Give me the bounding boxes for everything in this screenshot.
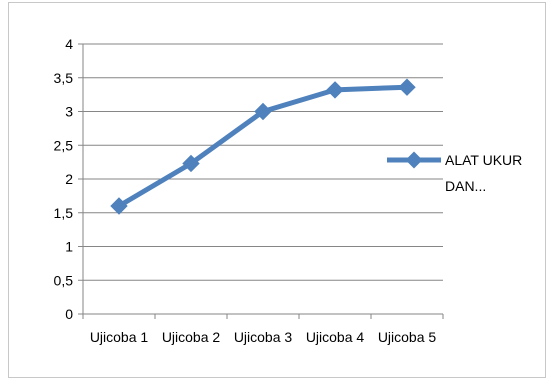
data-point-marker	[254, 102, 272, 121]
y-tick-label: 1	[65, 239, 73, 255]
data-point-marker	[326, 81, 344, 99]
y-tick-label: 3	[65, 104, 73, 120]
legend-label-line-2: DAN...	[445, 178, 486, 194]
y-tick-label: 3,5	[54, 70, 74, 86]
x-tick-label: Ujicoba 3	[234, 329, 293, 345]
legend-label-line-1: ALAT UKUR	[445, 152, 522, 168]
series	[110, 78, 416, 215]
x-tick-label: Ujicoba 2	[162, 329, 221, 345]
y-tick-label: 2	[65, 171, 73, 187]
legend: ALAT UKUR DAN...	[387, 151, 522, 194]
chart-frame	[8, 2, 546, 378]
y-tick-label: 0	[65, 306, 73, 322]
x-tick-labels: Ujicoba 1 Ujicoba 2 Ujicoba 3 Ujicoba 4 Ujic…	[90, 329, 437, 345]
x-tick-label: Ujicoba 4	[306, 329, 365, 345]
y-tick-labels: 0 0,5 1 1,5 2 2,5 3 3,5 4	[54, 36, 74, 322]
axes	[78, 43, 444, 319]
data-point-marker	[182, 154, 200, 173]
y-tick-label: 4	[65, 36, 73, 52]
data-point-marker	[398, 78, 416, 96]
y-tick-label: 0,5	[54, 272, 74, 288]
legend-diamond-marker	[405, 151, 423, 169]
x-tick-label: Ujicoba 1	[90, 329, 149, 345]
data-point-marker	[110, 197, 128, 215]
x-tick-label: Ujicoba 5	[378, 329, 437, 345]
y-tick-label: 2,5	[54, 137, 74, 153]
y-tick-label: 1,5	[54, 205, 74, 221]
